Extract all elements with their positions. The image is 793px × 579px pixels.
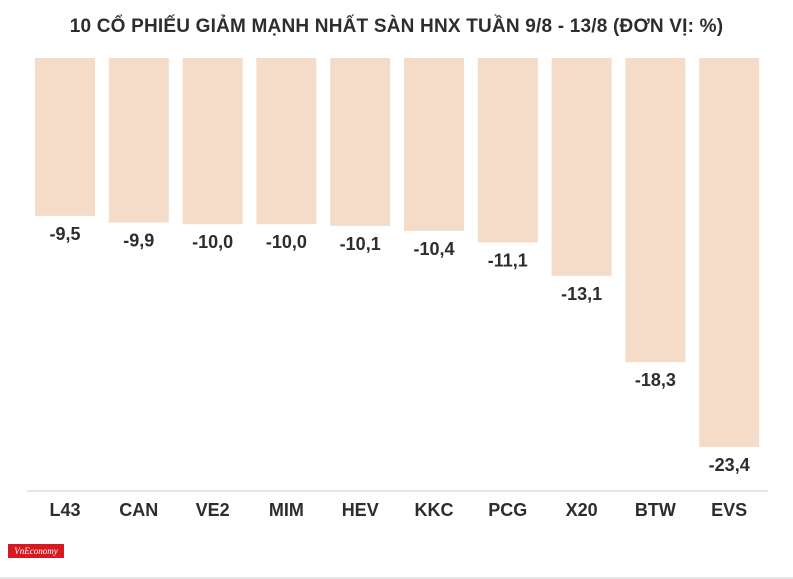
- bar-pcg: [477, 58, 538, 243]
- category-label-l43: L43: [49, 500, 80, 520]
- bar-kkc: [404, 58, 464, 231]
- value-label-ve2: -10,0: [192, 232, 233, 252]
- bottom-divider: [0, 577, 793, 579]
- value-label-hev: -10,1: [340, 234, 381, 254]
- category-label-pcg: PCG: [488, 500, 527, 520]
- value-label-x20: -13,1: [561, 284, 602, 304]
- category-label-mim: MIM: [269, 500, 304, 520]
- value-label-can: -9,9: [123, 231, 154, 251]
- category-label-hev: HEV: [342, 500, 379, 520]
- brand-logo: VnEconomy: [8, 544, 64, 558]
- bar-evs: [699, 58, 760, 447]
- value-label-pcg: -11,1: [488, 251, 528, 271]
- category-label-x20: X20: [566, 500, 598, 520]
- bar-mim: [256, 58, 317, 225]
- chart-title: 10 CỔ PHIẾU GIẢM MẠNH NHẤT SÀN HNX TUẦN …: [69, 16, 724, 37]
- value-label-l43: -9,5: [49, 224, 80, 244]
- bar-l43: [35, 58, 95, 216]
- category-label-ve2: VE2: [196, 500, 230, 520]
- bar-btw: [625, 58, 686, 363]
- value-label-btw: -18,3: [635, 370, 676, 390]
- bar-hev: [330, 58, 391, 226]
- bar-can: [108, 58, 169, 223]
- bar-ve2: [182, 58, 243, 225]
- category-label-btw: BTW: [635, 500, 676, 520]
- value-labels-layer: -9,5 -9,9 -10,0 -10,0 -10,1 -10,4 -11,1 -13,1 -1…: [49, 224, 749, 475]
- category-label-can: CAN: [119, 500, 158, 520]
- category-label-kkc: KKC: [415, 500, 454, 520]
- category-label-evs: EVS: [711, 500, 747, 520]
- bar-x20: [551, 58, 612, 276]
- bars-layer: [35, 58, 760, 447]
- value-label-mim: -10,0: [266, 232, 307, 252]
- category-labels-layer: L43 CAN VE2 MIM HEV KKC PCG X20 BTW EVS: [49, 500, 747, 520]
- value-label-evs: -23,4: [709, 455, 750, 475]
- value-label-kkc: -10,4: [413, 239, 454, 259]
